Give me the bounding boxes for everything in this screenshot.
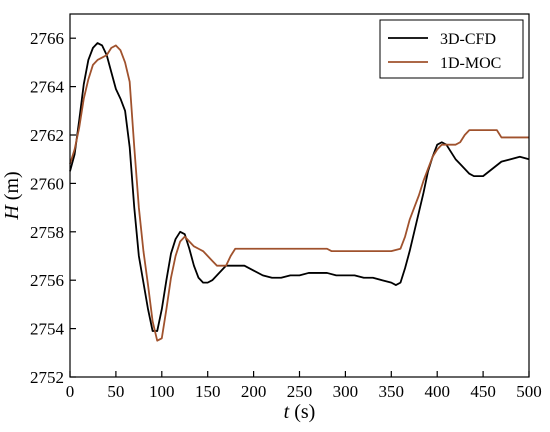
- x-tick-label: 250: [287, 382, 313, 401]
- tick-labels-layer: 0 50 100 150 200 250 300 350 400 450 500 2752 2754 27…: [30, 29, 542, 401]
- y-axis-variable: H: [1, 204, 23, 221]
- x-tick-label: 0: [66, 382, 75, 401]
- y-axis-unit: (m): [1, 171, 23, 205]
- x-tick-label: 300: [333, 382, 359, 401]
- x-tick-label: 450: [470, 382, 496, 401]
- x-axis-unit: (s): [289, 401, 315, 423]
- x-tick-label: 350: [379, 382, 405, 401]
- y-tick-label: 2760: [30, 174, 64, 193]
- y-tick-label: 2752: [30, 368, 64, 387]
- series-layer: [69, 42, 530, 342]
- x-axis-variable: t: [284, 401, 290, 423]
- ticks-layer: [69, 37, 530, 378]
- x-axis-title: t (s): [284, 401, 316, 423]
- y-tick-label: 2762: [30, 126, 64, 145]
- y-tick-label: 2758: [30, 223, 64, 242]
- y-tick-label: 2764: [30, 78, 65, 97]
- legend: 3D-CFD 1D-MOC: [379, 19, 524, 79]
- x-tick-label: 150: [195, 382, 221, 401]
- x-tick-label: 100: [149, 382, 175, 401]
- series-line-3d-cfd: [69, 42, 530, 332]
- legend-box: [379, 19, 524, 79]
- series-line-1d-moc: [69, 44, 529, 342]
- x-tick-label: 200: [241, 382, 267, 401]
- x-tick-label: 400: [424, 382, 450, 401]
- y-tick-label: 2756: [30, 271, 64, 290]
- y-tick-label: 2754: [30, 320, 65, 339]
- x-tick-label: 500: [516, 382, 542, 401]
- y-tick-label: 2766: [30, 29, 64, 48]
- legend-label-1d-moc: 1D-MOC: [440, 55, 501, 72]
- x-tick-label: 50: [107, 382, 124, 401]
- legend-label-3d-cfd: 3D-CFD: [440, 31, 496, 48]
- y-axis-title: H (m): [1, 171, 23, 220]
